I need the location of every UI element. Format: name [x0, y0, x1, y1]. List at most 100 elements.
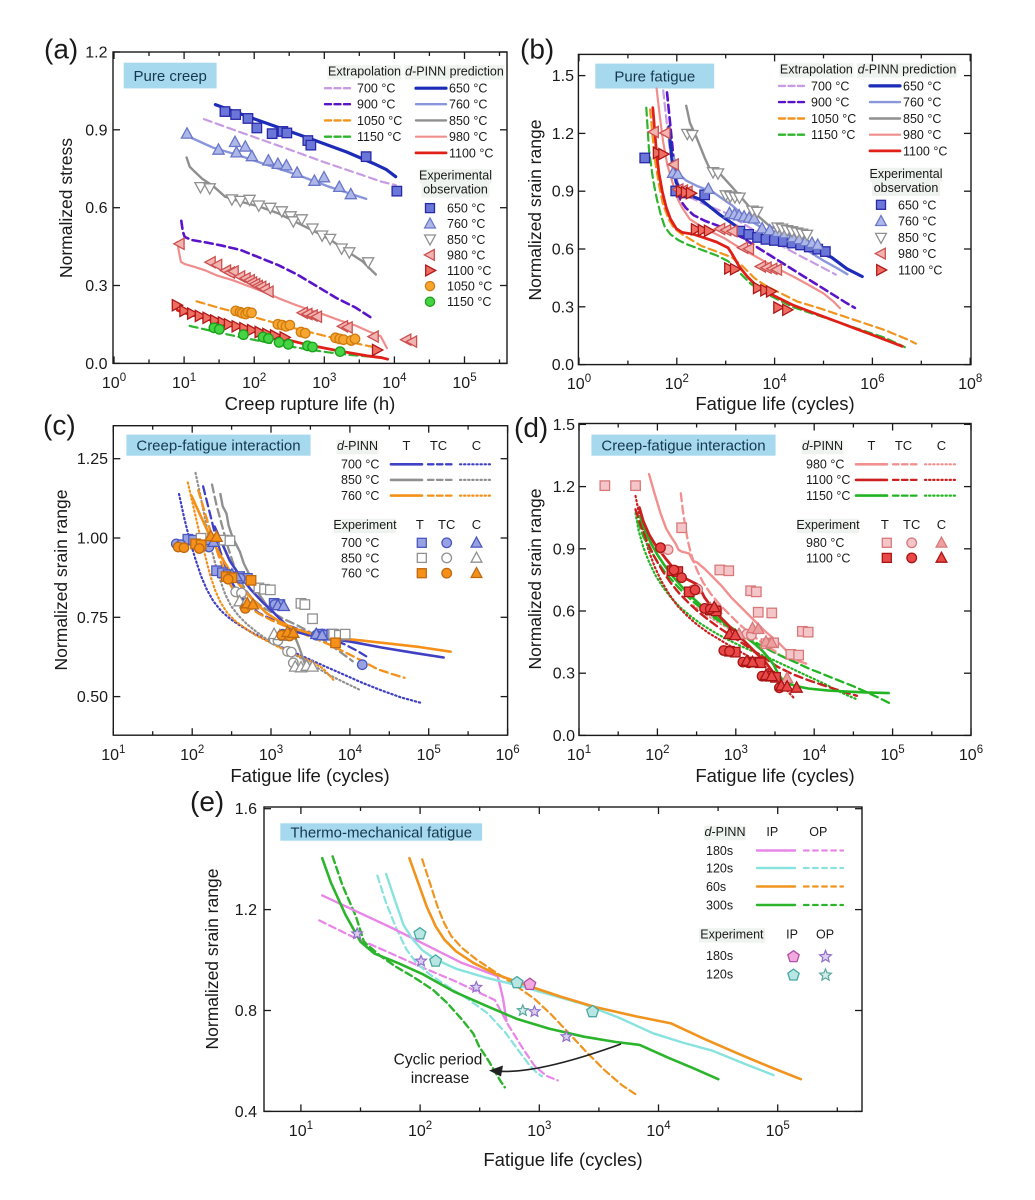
svg-text:Normalized stress: Normalized stress: [56, 138, 76, 278]
svg-text:700 °C: 700 °C: [811, 79, 849, 93]
svg-text:650 °C: 650 °C: [449, 82, 487, 96]
svg-text:Experiment: Experiment: [333, 518, 397, 532]
svg-text:1.5: 1.5: [553, 417, 575, 434]
svg-text:120s: 120s: [706, 967, 733, 981]
svg-text:760 °C: 760 °C: [341, 567, 379, 581]
svg-text:1050 °C: 1050 °C: [357, 114, 402, 128]
svg-text:980 °C: 980 °C: [449, 130, 487, 144]
svg-text:Normalized srain range: Normalized srain range: [525, 120, 545, 301]
svg-text:increase: increase: [411, 1070, 470, 1087]
svg-text:1100 °C: 1100 °C: [447, 264, 491, 278]
svg-text:1100 °C: 1100 °C: [903, 144, 947, 158]
svg-text:850 °C: 850 °C: [341, 551, 379, 565]
svg-text:TC: TC: [903, 517, 920, 532]
svg-text:760 °C: 760 °C: [447, 217, 485, 231]
svg-text:1150 °C: 1150 °C: [357, 130, 401, 144]
svg-text:980 °C: 980 °C: [903, 128, 941, 142]
svg-text:180s: 180s: [706, 844, 733, 858]
svg-text:(e): (e): [190, 786, 224, 817]
svg-text:C: C: [937, 438, 946, 453]
svg-text:d-PINN prediction: d-PINN prediction: [405, 65, 504, 79]
svg-text:observation: observation: [423, 183, 488, 197]
svg-text:850 °C: 850 °C: [447, 233, 485, 247]
svg-text:OP: OP: [816, 928, 834, 942]
svg-text:980 °C: 980 °C: [806, 458, 844, 472]
svg-text:0.6: 0.6: [553, 604, 575, 621]
svg-text:Pure creep: Pure creep: [134, 68, 207, 85]
svg-text:700 °C: 700 °C: [357, 82, 395, 96]
svg-text:650 °C: 650 °C: [898, 198, 936, 212]
svg-text:(c): (c): [43, 410, 76, 441]
svg-text:C: C: [472, 438, 481, 453]
svg-text:0.4: 0.4: [235, 1104, 257, 1121]
svg-text:T: T: [416, 517, 424, 532]
svg-text:1100 °C: 1100 °C: [806, 473, 850, 487]
svg-text:Experiment: Experiment: [796, 518, 860, 532]
svg-text:Creep-fatigue interaction: Creep-fatigue interaction: [601, 438, 765, 455]
svg-text:observation: observation: [874, 181, 939, 195]
svg-text:(d): (d): [514, 412, 548, 443]
svg-text:1150 °C: 1150 °C: [806, 489, 850, 503]
svg-text:TC: TC: [895, 438, 912, 453]
svg-text:0.3: 0.3: [552, 299, 574, 316]
svg-text:1150 °C: 1150 °C: [811, 128, 855, 142]
svg-text:(b): (b): [520, 34, 554, 65]
svg-text:Creep rupture life (h): Creep rupture life (h): [225, 393, 396, 414]
svg-text:TC: TC: [430, 438, 447, 453]
svg-text:760 °C: 760 °C: [898, 215, 936, 229]
svg-text:0.75: 0.75: [77, 610, 108, 627]
svg-text:T: T: [403, 438, 411, 453]
svg-text:Thermo-mechanical fatigue: Thermo-mechanical fatigue: [290, 824, 472, 841]
svg-text:1100 °C: 1100 °C: [898, 264, 942, 278]
svg-text:1.25: 1.25: [77, 451, 108, 468]
svg-text:(a): (a): [44, 34, 78, 65]
svg-text:900 °C: 900 °C: [811, 96, 849, 110]
svg-text:0.6: 0.6: [85, 200, 107, 217]
svg-text:1100 °C: 1100 °C: [449, 146, 493, 160]
svg-text:650 °C: 650 °C: [447, 202, 485, 216]
svg-text:1050 °C: 1050 °C: [447, 280, 492, 294]
svg-text:C: C: [937, 517, 946, 532]
svg-text:Normalized srain range: Normalized srain range: [202, 869, 222, 1050]
svg-text:Cyclic period: Cyclic period: [394, 1052, 483, 1069]
svg-text:1.2: 1.2: [553, 479, 575, 496]
svg-text:1.6: 1.6: [235, 801, 257, 818]
svg-text:Extrapolation: Extrapolation: [780, 63, 853, 77]
svg-text:0.6: 0.6: [552, 242, 574, 259]
svg-text:0.0: 0.0: [553, 728, 575, 745]
svg-text:Fatigue life (cycles): Fatigue life (cycles): [695, 393, 854, 414]
svg-text:1.00: 1.00: [77, 531, 108, 548]
svg-text:60s: 60s: [706, 880, 726, 894]
svg-text:180s: 180s: [706, 949, 733, 963]
svg-text:T: T: [868, 438, 876, 453]
svg-text:0.9: 0.9: [552, 184, 574, 201]
svg-text:TC: TC: [438, 517, 455, 532]
svg-text:1.2: 1.2: [235, 902, 257, 919]
svg-text:980 °C: 980 °C: [898, 247, 936, 261]
svg-text:1.5: 1.5: [552, 68, 574, 85]
svg-text:850 °C: 850 °C: [898, 231, 936, 245]
svg-text:IP: IP: [766, 825, 778, 839]
svg-text:850 °C: 850 °C: [903, 112, 941, 126]
svg-text:760 °C: 760 °C: [903, 96, 941, 110]
svg-text:1100 °C: 1100 °C: [806, 551, 850, 565]
svg-text:Fatigue life (cycles): Fatigue life (cycles): [483, 1149, 642, 1170]
svg-text:300s: 300s: [706, 899, 733, 913]
svg-text:Experiment: Experiment: [700, 928, 764, 942]
svg-text:1050 °C: 1050 °C: [811, 112, 856, 126]
svg-text:Pure fatigue: Pure fatigue: [614, 69, 695, 86]
svg-text:120s: 120s: [706, 862, 733, 876]
svg-text:980 °C: 980 °C: [447, 248, 485, 262]
svg-text:d-PINN: d-PINN: [705, 825, 746, 839]
svg-text:0.0: 0.0: [552, 357, 574, 374]
svg-text:Experimental: Experimental: [870, 167, 943, 181]
svg-text:0.3: 0.3: [553, 666, 575, 683]
svg-text:0.9: 0.9: [553, 541, 575, 558]
svg-text:Normalized srain range: Normalized srain range: [525, 489, 545, 670]
svg-text:760 °C: 760 °C: [341, 489, 379, 503]
svg-text:900 °C: 900 °C: [357, 98, 395, 112]
svg-text:d-PINN: d-PINN: [802, 439, 843, 453]
svg-text:Normalized srain range: Normalized srain range: [51, 490, 71, 671]
svg-text:850 °C: 850 °C: [449, 114, 487, 128]
svg-text:1.2: 1.2: [552, 126, 574, 143]
